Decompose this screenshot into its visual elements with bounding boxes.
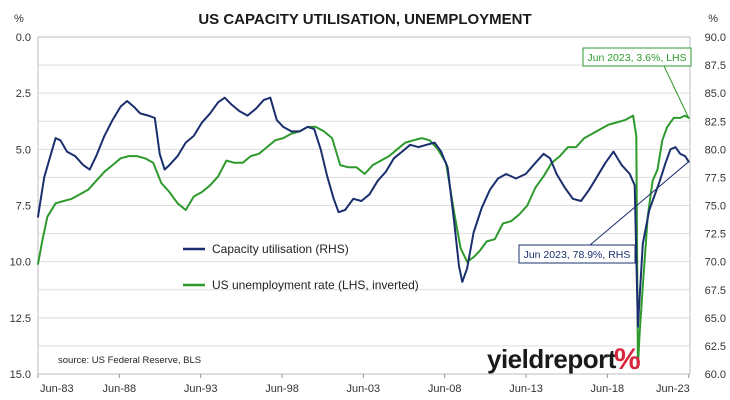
x-tick-label: Jun-88 — [103, 383, 137, 395]
annotation-leader-unemployment — [663, 65, 690, 119]
left-tick-label: 12.5 — [10, 313, 31, 325]
left-tick-label: 5.0 — [16, 144, 31, 156]
series-line-capacity-utilisation — [37, 96, 690, 328]
right-tick-label: 67.5 — [705, 285, 726, 297]
annotation-text-unemployment: Jun 2023, 3.6%, LHS — [587, 52, 686, 64]
legend-label-capacity: Capacity utilisation (RHS) — [212, 242, 349, 256]
x-tick-label: Jun-23 — [656, 383, 690, 395]
right-tick-label: 60.0 — [705, 369, 726, 381]
annotation-capacity: Jun 2023, 78.9%, RHS — [518, 161, 690, 264]
source-note: source: US Federal Reserve, BLS — [58, 355, 201, 366]
right-tick-label: 82.5 — [705, 116, 726, 128]
x-axis: Jun-83 Jun-88 Jun-93 Jun-98 Jun-03 Jun-08 Jun-… — [37, 374, 690, 395]
left-tick-label: 10.0 — [10, 257, 31, 269]
right-axis-unit: % — [708, 13, 718, 25]
left-tick-label: 2.5 — [16, 88, 31, 100]
x-tick-label: Jun-98 — [265, 383, 299, 395]
x-tick-label: Jun-08 — [428, 383, 462, 395]
right-tick-label: 72.5 — [705, 229, 726, 241]
left-tick-label: 0.0 — [16, 32, 31, 44]
left-tick-label: 7.5 — [16, 201, 31, 213]
annotation-box-capacity — [518, 244, 636, 264]
right-tick-label: 90.0 — [705, 32, 726, 44]
right-tick-label: 77.5 — [705, 172, 726, 184]
x-tick-label: Jun-18 — [591, 383, 625, 395]
right-tick-label: 80.0 — [705, 144, 726, 156]
logo-wordmark: yieldreport — [487, 344, 617, 374]
series-layer — [37, 96, 690, 369]
legend-label-unemployment: US unemployment rate (LHS, inverted) — [212, 278, 419, 292]
yieldreport-logo: yieldreport % — [487, 343, 641, 376]
left-axis: 0.0 2.5 5.0 7.5 10.0 12.5 15.0 — [10, 32, 31, 381]
x-tick-label: Jun-13 — [509, 383, 543, 395]
right-tick-label: 87.5 — [705, 60, 726, 72]
annotation-unemployment: Jun 2023, 3.6%, LHS — [582, 47, 692, 119]
left-tick-label: 15.0 — [10, 369, 31, 381]
chart-title: US CAPACITY UTILISATION, UNEMPLOYMENT — [198, 11, 531, 28]
logo-percent-symbol: % — [614, 343, 641, 376]
annotation-text-capacity: Jun 2023, 78.9%, RHS — [524, 249, 631, 261]
gridlines — [38, 36, 690, 375]
annotation-box-unemployment — [582, 47, 692, 67]
right-tick-label: 75.0 — [705, 201, 726, 213]
right-axis: 90.0 87.5 85.0 82.5 80.0 77.5 75.0 72.5 70.0 67.5… — [705, 32, 726, 381]
annotation-leader-capacity — [589, 161, 690, 246]
plot-area-border — [37, 36, 691, 375]
left-axis-unit: % — [14, 13, 24, 25]
x-tick-label: Jun-93 — [184, 383, 218, 395]
right-tick-label: 65.0 — [705, 313, 726, 325]
right-tick-label: 70.0 — [705, 257, 726, 269]
x-tick-label: Jun-83 — [40, 383, 74, 395]
x-tick-label: Jun-03 — [347, 383, 381, 395]
right-tick-label: 62.5 — [705, 341, 726, 353]
series-line-unemployment-rate — [37, 114, 690, 369]
right-tick-label: 85.0 — [705, 88, 726, 100]
legend: Capacity utilisation (RHS) US unemployme… — [183, 242, 419, 292]
